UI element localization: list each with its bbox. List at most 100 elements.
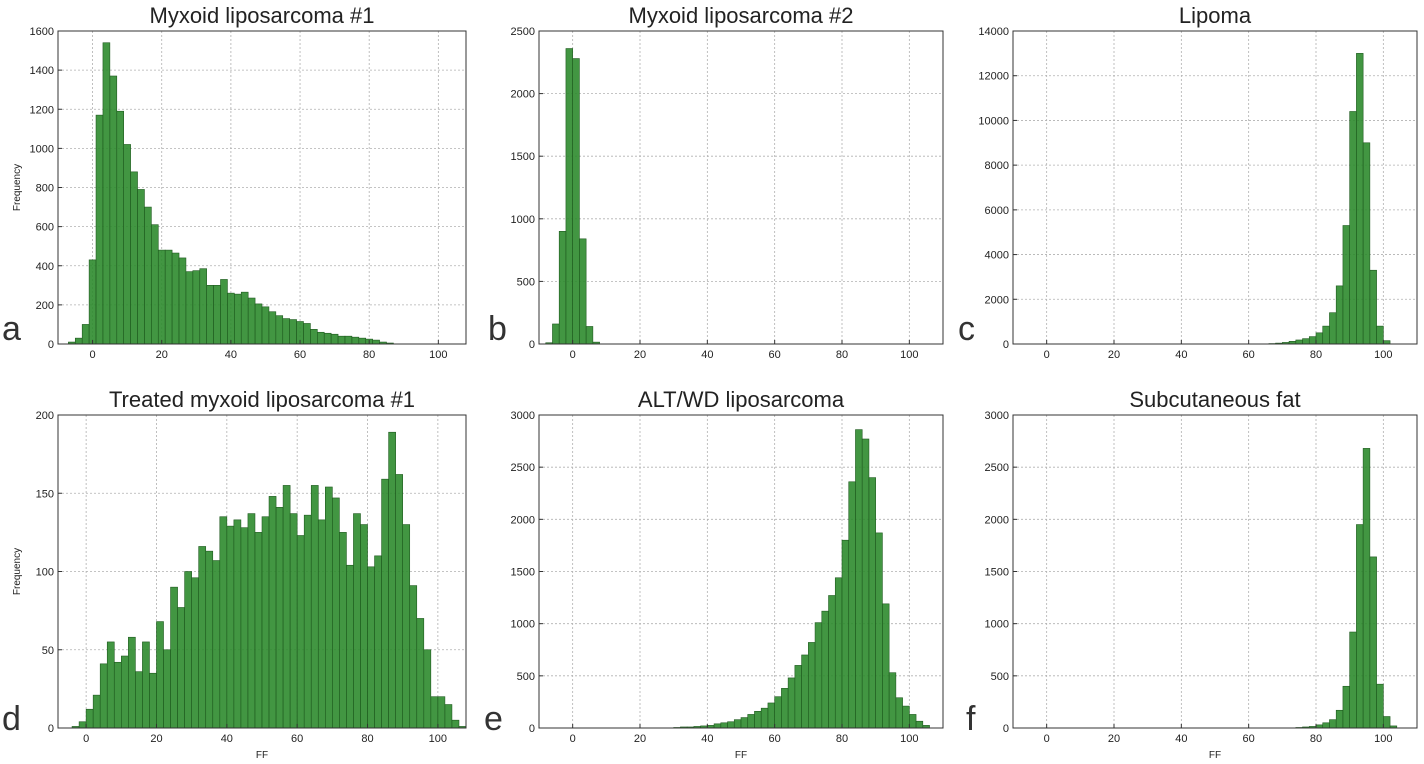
histogram-bar (372, 339, 380, 345)
histogram-bar (1342, 225, 1350, 345)
y-tick-label: 1000 (30, 143, 54, 155)
panel-title: Subcutaneous fat (1129, 387, 1300, 412)
histogram-bar (1308, 336, 1317, 345)
histogram-bar (247, 513, 256, 729)
panel-letter: a (2, 310, 21, 348)
histogram-bar (882, 603, 890, 729)
histogram-panel-f: 0 20 40 60 80 100050010001500200025003000Subc… (966, 387, 1418, 761)
histogram-bar (1329, 312, 1337, 345)
histogram-bar (240, 291, 249, 345)
panel-letter: e (484, 700, 503, 738)
y-tick-label: 3000 (985, 410, 1009, 422)
histogram-bar (137, 189, 145, 345)
y-tick-label: 600 (36, 222, 54, 234)
x-tick-label: 100 (1374, 733, 1392, 745)
x-tick-label: 40 (221, 733, 233, 745)
histogram-bar (164, 249, 173, 345)
histogram-bar (388, 431, 396, 729)
y-tick-label: 10000 (978, 115, 1009, 127)
histogram-bar (358, 337, 367, 345)
histogram-bar (92, 694, 101, 729)
histogram-bar (767, 702, 775, 729)
histogram-bar (206, 285, 214, 345)
histogram-bar (1315, 332, 1324, 345)
histogram-bar (233, 519, 242, 729)
panel-letter: d (2, 700, 21, 738)
histogram-bar (565, 48, 573, 345)
histogram-bar (226, 525, 235, 729)
histogram-bar (151, 224, 159, 345)
histogram-bar (332, 497, 340, 729)
histogram-bar (88, 259, 97, 345)
histogram-bar (268, 496, 277, 729)
histogram-bar (585, 326, 594, 345)
histogram-bar (289, 319, 297, 345)
x-tick-label: 60 (1243, 349, 1255, 361)
histogram-bar (109, 75, 118, 345)
y-tick-label: 800 (36, 183, 54, 195)
panel-title: Lipoma (1179, 3, 1252, 28)
y-tick-label: 2500 (511, 462, 535, 474)
y-tick-label: 4000 (985, 250, 1009, 262)
histogram-bar (1349, 631, 1357, 729)
histogram-bar (1349, 111, 1357, 345)
panel-title: ALT/WD liposarcoma (638, 387, 845, 412)
histogram-bar (339, 532, 347, 729)
histogram-bar (353, 513, 361, 729)
histogram-bar (219, 516, 228, 729)
y-axis-label: Frequency (12, 164, 23, 211)
histogram-bar (74, 337, 83, 345)
y-tick-label: 2000 (511, 89, 535, 101)
histogram-bar (360, 524, 368, 729)
histogram-bar (720, 722, 728, 729)
histogram-bar (430, 696, 439, 729)
y-tick-label: 14000 (978, 26, 1009, 38)
histogram-bar (1356, 524, 1364, 729)
histogram-bar (402, 524, 411, 729)
x-tick-label: 100 (429, 349, 447, 361)
histogram-bar (282, 485, 291, 729)
histogram-bar (240, 527, 249, 729)
histogram-bar (395, 474, 403, 729)
histogram-bar (1295, 339, 1303, 345)
histogram-bar (1369, 269, 1377, 345)
histogram-bar (801, 654, 809, 729)
histogram-bar (185, 271, 194, 345)
histogram-bar (409, 585, 418, 729)
y-axis-label: Frequency (12, 548, 23, 595)
y-tick-label: 2500 (511, 26, 535, 38)
histogram-bar (1322, 325, 1330, 345)
histogram-bar (834, 577, 843, 729)
histogram-bar (212, 560, 221, 729)
y-tick-label: 0 (48, 339, 54, 351)
x-tick-label: 20 (150, 733, 162, 745)
x-tick-label: 60 (1243, 733, 1255, 745)
histogram-bar (416, 618, 425, 729)
histogram-bar (794, 665, 802, 729)
histogram-bar (579, 238, 587, 345)
histogram-panel-d: 0 20 40 60 80 100 0 50 100 150 200 Treated myxoid l… (2, 387, 467, 761)
histogram-bar (888, 672, 897, 729)
x-tick-label: 0 (1044, 733, 1050, 745)
histogram-bar (325, 486, 333, 729)
histogram-bar (261, 306, 270, 345)
x-axis-label: FF (735, 750, 747, 761)
x-tick-label: 20 (1108, 349, 1120, 361)
y-tick-label: 0 (1003, 339, 1009, 351)
y-tick-label: 0 (529, 723, 535, 735)
histogram-bar (106, 641, 115, 729)
histogram-panel-a: 0 20 40 60 80 1000200400600800100012001400160… (2, 3, 467, 361)
histogram-bar (733, 719, 742, 729)
histogram-bar (99, 663, 108, 729)
x-tick-label: 20 (634, 733, 646, 745)
histogram-bar (875, 532, 883, 729)
histogram-bar (451, 719, 460, 729)
histogram-bar (191, 577, 199, 729)
histogram-bar (95, 114, 104, 345)
histogram-bar (1362, 448, 1371, 729)
histogram-bar (330, 333, 339, 345)
x-axis-label: FF (1209, 750, 1221, 761)
histogram-bar (123, 144, 131, 345)
y-tick-label: 2000 (511, 514, 535, 526)
